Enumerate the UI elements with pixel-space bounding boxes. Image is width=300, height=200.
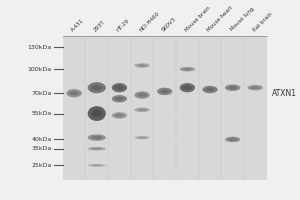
Text: Rat brain: Rat brain: [252, 11, 273, 32]
Ellipse shape: [137, 109, 147, 111]
Ellipse shape: [112, 112, 127, 119]
Ellipse shape: [251, 86, 260, 89]
Ellipse shape: [137, 93, 147, 97]
Ellipse shape: [157, 88, 172, 95]
Ellipse shape: [134, 63, 150, 68]
Ellipse shape: [115, 97, 124, 101]
Ellipse shape: [183, 68, 192, 70]
Text: 40kDa: 40kDa: [31, 137, 52, 142]
Text: 25kDa: 25kDa: [31, 163, 52, 168]
Ellipse shape: [91, 165, 102, 166]
Text: NCI-H460: NCI-H460: [139, 10, 160, 32]
Ellipse shape: [134, 108, 150, 112]
Ellipse shape: [91, 148, 102, 150]
Text: Mouse heart: Mouse heart: [206, 4, 234, 32]
Text: 130kDa: 130kDa: [27, 45, 52, 50]
Ellipse shape: [70, 91, 79, 95]
Ellipse shape: [137, 64, 147, 67]
Ellipse shape: [180, 83, 195, 92]
Text: HT-29: HT-29: [116, 17, 131, 32]
Ellipse shape: [88, 82, 106, 93]
Ellipse shape: [88, 134, 106, 141]
Ellipse shape: [88, 106, 106, 121]
Ellipse shape: [112, 83, 127, 92]
Ellipse shape: [134, 136, 150, 139]
Text: ATXN1: ATXN1: [272, 89, 297, 98]
Ellipse shape: [137, 137, 147, 139]
Ellipse shape: [88, 147, 106, 151]
Text: 55kDa: 55kDa: [32, 111, 52, 116]
Text: A-431: A-431: [70, 17, 86, 32]
Ellipse shape: [183, 85, 192, 90]
Ellipse shape: [67, 89, 82, 97]
Ellipse shape: [202, 86, 218, 93]
Ellipse shape: [225, 84, 240, 91]
Text: SKOV3: SKOV3: [161, 16, 178, 32]
Ellipse shape: [248, 85, 263, 90]
Ellipse shape: [228, 86, 237, 89]
Ellipse shape: [115, 114, 124, 117]
Ellipse shape: [88, 164, 106, 167]
Ellipse shape: [206, 88, 214, 91]
Text: 70kDa: 70kDa: [31, 91, 52, 96]
Ellipse shape: [228, 138, 237, 141]
Text: Mouse lung: Mouse lung: [229, 6, 255, 32]
Text: 293T: 293T: [93, 19, 106, 32]
Ellipse shape: [160, 90, 169, 93]
Text: 100kDa: 100kDa: [28, 67, 52, 72]
Ellipse shape: [91, 85, 102, 90]
Ellipse shape: [225, 137, 240, 142]
Ellipse shape: [134, 91, 150, 99]
Text: Mouse brain: Mouse brain: [184, 5, 211, 32]
Ellipse shape: [112, 95, 127, 102]
Ellipse shape: [91, 136, 102, 139]
Ellipse shape: [180, 67, 195, 72]
Ellipse shape: [115, 85, 124, 90]
Bar: [63, 36, 267, 180]
Ellipse shape: [91, 110, 102, 117]
Text: 35kDa: 35kDa: [31, 146, 52, 151]
